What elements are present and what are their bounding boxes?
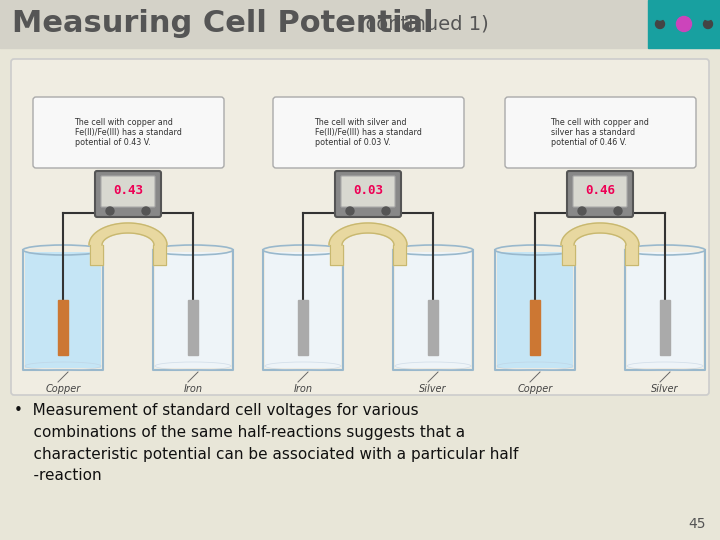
Polygon shape bbox=[188, 300, 198, 355]
Polygon shape bbox=[153, 245, 166, 265]
Polygon shape bbox=[530, 300, 540, 355]
Text: 45: 45 bbox=[688, 517, 706, 531]
Circle shape bbox=[382, 207, 390, 215]
Polygon shape bbox=[330, 245, 343, 265]
FancyBboxPatch shape bbox=[33, 97, 224, 168]
Text: characteristic potential can be associated with a particular half: characteristic potential can be associat… bbox=[14, 447, 518, 462]
Polygon shape bbox=[625, 245, 638, 265]
Text: Iron: Iron bbox=[184, 384, 202, 394]
Bar bbox=[25, 252, 101, 368]
Text: Measuring Cell Potential: Measuring Cell Potential bbox=[12, 10, 433, 38]
Circle shape bbox=[346, 207, 354, 215]
FancyBboxPatch shape bbox=[341, 176, 395, 207]
FancyBboxPatch shape bbox=[273, 97, 464, 168]
Text: The cell with silver and
Fe(II)/Fe(III) has a standard
potential of 0.03 V.: The cell with silver and Fe(II)/Fe(III) … bbox=[315, 118, 421, 147]
Text: The cell with copper and
silver has a standard
potential of 0.46 V.: The cell with copper and silver has a st… bbox=[551, 118, 649, 147]
Text: combinations of the same half-reactions suggests that a: combinations of the same half-reactions … bbox=[14, 424, 465, 440]
Circle shape bbox=[142, 207, 150, 215]
Bar bbox=[627, 252, 703, 368]
Text: Silver: Silver bbox=[652, 384, 679, 394]
Polygon shape bbox=[561, 223, 639, 245]
Circle shape bbox=[578, 207, 586, 215]
FancyBboxPatch shape bbox=[335, 171, 401, 217]
Circle shape bbox=[668, 28, 676, 36]
Polygon shape bbox=[90, 245, 103, 265]
Polygon shape bbox=[298, 300, 308, 355]
Circle shape bbox=[677, 17, 691, 31]
Circle shape bbox=[704, 12, 712, 20]
Circle shape bbox=[692, 28, 700, 36]
Polygon shape bbox=[89, 223, 167, 245]
Bar bbox=[395, 252, 471, 368]
Bar bbox=[265, 252, 341, 368]
Text: 0.03: 0.03 bbox=[353, 184, 383, 197]
Text: Copper: Copper bbox=[518, 384, 553, 394]
Bar bbox=[648, 0, 720, 48]
Text: -reaction: -reaction bbox=[14, 469, 102, 483]
Polygon shape bbox=[660, 300, 670, 355]
Text: •  Measurement of standard cell voltages for various: • Measurement of standard cell voltages … bbox=[14, 402, 418, 417]
Polygon shape bbox=[329, 223, 407, 245]
Circle shape bbox=[655, 19, 665, 29]
Polygon shape bbox=[562, 245, 575, 265]
Text: (continued 1): (continued 1) bbox=[358, 15, 489, 33]
Circle shape bbox=[614, 207, 622, 215]
Circle shape bbox=[656, 12, 664, 20]
Text: 0.46: 0.46 bbox=[585, 184, 615, 197]
Text: The cell with copper and
Fe(II)/Fe(III) has a standard
potential of 0.43 V.: The cell with copper and Fe(II)/Fe(III) … bbox=[75, 118, 181, 147]
Text: Silver: Silver bbox=[419, 384, 446, 394]
Circle shape bbox=[703, 19, 713, 29]
Polygon shape bbox=[58, 300, 68, 355]
Circle shape bbox=[106, 207, 114, 215]
FancyBboxPatch shape bbox=[567, 171, 633, 217]
Bar bbox=[0, 0, 720, 48]
Text: Iron: Iron bbox=[294, 384, 312, 394]
Text: Copper: Copper bbox=[45, 384, 81, 394]
FancyBboxPatch shape bbox=[11, 59, 709, 395]
Polygon shape bbox=[393, 245, 406, 265]
Polygon shape bbox=[428, 300, 438, 355]
FancyBboxPatch shape bbox=[573, 176, 627, 207]
Bar bbox=[155, 252, 231, 368]
FancyBboxPatch shape bbox=[95, 171, 161, 217]
FancyBboxPatch shape bbox=[505, 97, 696, 168]
Bar bbox=[497, 252, 573, 368]
FancyBboxPatch shape bbox=[101, 176, 155, 207]
Text: 0.43: 0.43 bbox=[113, 184, 143, 197]
